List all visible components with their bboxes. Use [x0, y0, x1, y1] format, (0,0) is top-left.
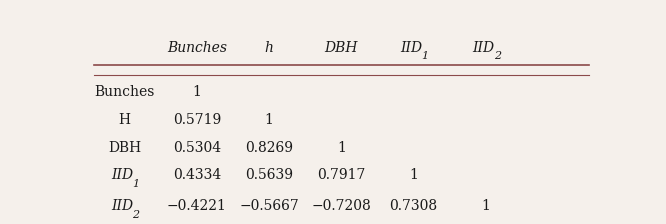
Text: 2: 2: [133, 210, 139, 220]
Text: 0.5719: 0.5719: [172, 113, 221, 127]
Text: Bunches: Bunches: [95, 85, 155, 99]
Text: 0.5304: 0.5304: [172, 141, 221, 155]
Text: h: h: [264, 41, 274, 55]
Text: 1: 1: [264, 113, 274, 127]
Text: −0.5667: −0.5667: [239, 199, 299, 213]
Text: 1: 1: [133, 179, 139, 189]
Text: 1: 1: [192, 85, 201, 99]
Text: IID: IID: [111, 168, 133, 182]
Text: 1: 1: [337, 141, 346, 155]
Text: 0.5639: 0.5639: [245, 168, 293, 182]
Text: 1: 1: [422, 51, 428, 61]
Text: Bunches: Bunches: [166, 41, 227, 55]
Text: 0.7917: 0.7917: [317, 168, 366, 182]
Text: 0.7308: 0.7308: [390, 199, 438, 213]
Text: 0.8269: 0.8269: [245, 141, 293, 155]
Text: DBH: DBH: [324, 41, 358, 55]
Text: −0.4221: −0.4221: [167, 199, 226, 213]
Text: 0.4334: 0.4334: [172, 168, 221, 182]
Text: IID: IID: [400, 41, 422, 55]
Text: 2: 2: [494, 51, 501, 61]
Text: DBH: DBH: [108, 141, 141, 155]
Text: 1: 1: [482, 199, 490, 213]
Text: IID: IID: [111, 199, 133, 213]
Text: H: H: [119, 113, 131, 127]
Text: 1: 1: [409, 168, 418, 182]
Text: IID: IID: [472, 41, 494, 55]
Text: −0.7208: −0.7208: [312, 199, 371, 213]
